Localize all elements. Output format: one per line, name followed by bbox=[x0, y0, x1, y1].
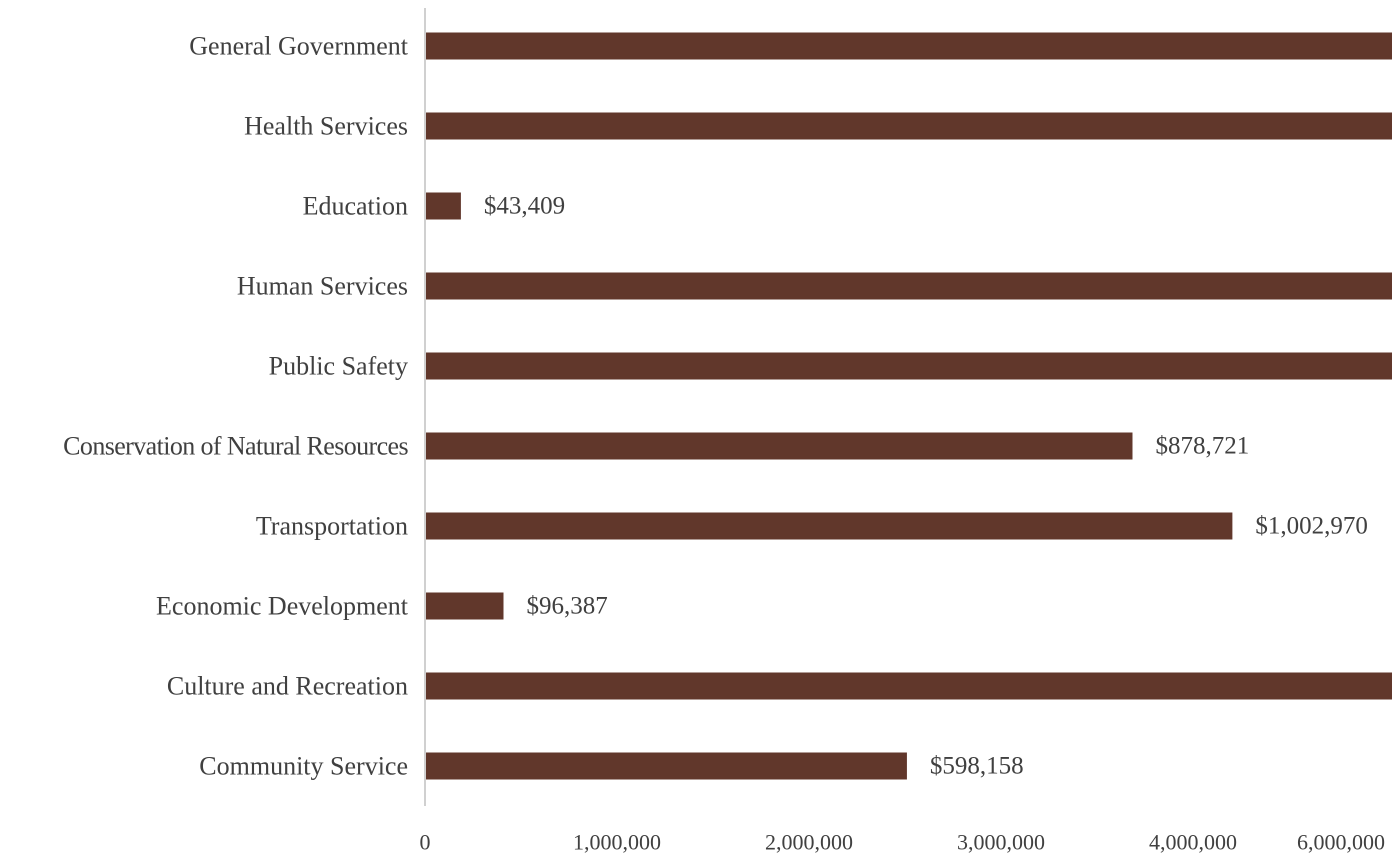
bar-culture-and-recreation bbox=[426, 672, 1392, 700]
category-label-economic-development: Economic Development bbox=[156, 592, 409, 621]
category-label-health-services: Health Services bbox=[244, 112, 408, 141]
category-label-education: Education bbox=[303, 192, 408, 221]
x-tick-label: 0 bbox=[420, 830, 431, 855]
bars bbox=[426, 32, 1392, 780]
data-label-economic-development: $96,387 bbox=[526, 593, 607, 620]
x-tick-label: 4,000,000 bbox=[1149, 830, 1237, 855]
bar-economic-development bbox=[426, 592, 504, 620]
x-axis-tick-labels: 0 1,000,000 2,000,000 3,000,000 4,000,000 6,0… bbox=[420, 830, 1386, 855]
data-label-transportation: $1,002,970 bbox=[1255, 513, 1368, 540]
data-label-community-service: $598,158 bbox=[930, 753, 1024, 780]
bar-transportation bbox=[426, 512, 1233, 540]
x-tick-label: 3,000,000 bbox=[957, 830, 1045, 855]
data-label-conservation-of-natural-resources: $878,721 bbox=[1155, 433, 1249, 460]
bar-public-safety bbox=[426, 352, 1392, 380]
bar-community-service bbox=[426, 752, 907, 780]
x-tick-label: 1,000,000 bbox=[573, 830, 661, 855]
category-labels: General Government Health Services Educati… bbox=[63, 32, 409, 781]
category-label-community-service: Community Service bbox=[199, 752, 408, 781]
category-label-conservation-of-natural-resources: Conservation of Natural Resources bbox=[63, 432, 408, 461]
category-label-general-government: General Government bbox=[189, 32, 409, 61]
data-label-education: $43,409 bbox=[484, 193, 565, 220]
bar-human-services bbox=[426, 272, 1392, 300]
bar-general-government bbox=[426, 32, 1392, 60]
category-label-transportation: Transportation bbox=[256, 512, 408, 541]
category-label-culture-and-recreation: Culture and Recreation bbox=[167, 672, 408, 701]
bar-health-services bbox=[426, 112, 1392, 140]
bar-conservation-of-natural-resources bbox=[426, 432, 1133, 460]
category-label-human-services: Human Services bbox=[237, 272, 408, 301]
x-tick-label: 2,000,000 bbox=[765, 830, 853, 855]
category-label-public-safety: Public Safety bbox=[269, 352, 408, 381]
bar-education bbox=[426, 192, 461, 220]
data-labels: $5,720,514$3,266,358$43,409$3,398,395$2,… bbox=[484, 193, 1368, 780]
x-tick-label: 6,000,000 bbox=[1297, 830, 1385, 855]
